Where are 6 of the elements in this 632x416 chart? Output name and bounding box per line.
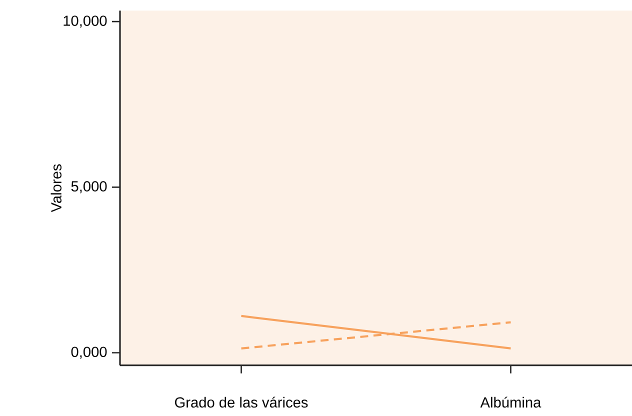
y-tick-label: 5,000 [71,181,107,194]
y-tick-label: 10,000 [64,16,107,28]
x-tick-label: Albúmina [480,396,542,408]
x-tick-label: Grado de las várices [174,396,308,408]
y-tick-label: 0,000 [71,346,107,359]
y-axis-title: Valores [50,164,62,212]
